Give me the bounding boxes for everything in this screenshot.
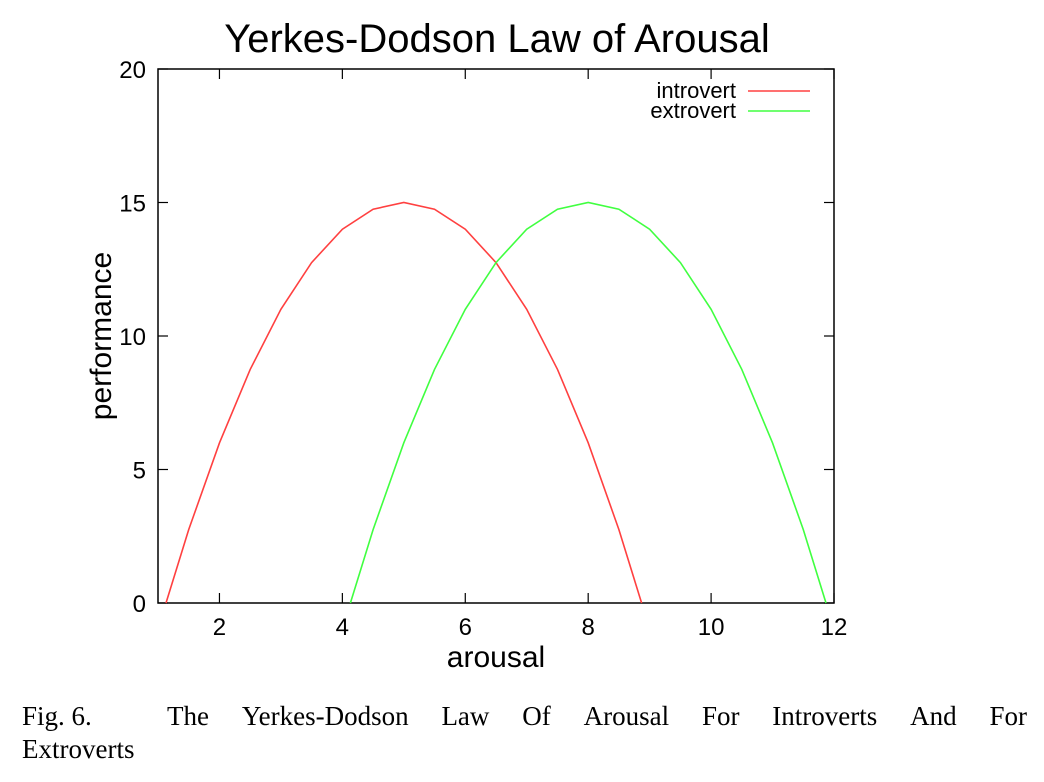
caption-word: For [989, 701, 1027, 731]
y-tick-label: 10 [119, 324, 146, 351]
caption-word: Of [522, 701, 551, 731]
yerkes-dodson-chart: Yerkes-Dodson Law of Arousal 2 4 6 8 10 12 0 5 1… [85, 17, 847, 674]
axis-ticks: 2 4 6 8 10 12 0 5 10 15 20 [119, 57, 847, 641]
x-axis-label: arousal [447, 641, 545, 674]
y-tick-label: 15 [119, 191, 146, 218]
plot-frame [157, 68, 835, 604]
x-tick-label: 6 [459, 614, 472, 641]
caption-line-1: Fig. 6. The Yerkes-Dodson Law Of Arousal For I… [22, 700, 1027, 733]
chart-title: Yerkes-Dodson Law of Arousal [224, 17, 770, 61]
x-tick-label: 10 [698, 614, 725, 641]
series-lines [165, 201, 827, 604]
caption-word: Law [441, 701, 490, 731]
legend-label-introvert: introvert [657, 78, 736, 103]
x-tick-label: 4 [336, 614, 349, 641]
caption-first: Fig. 6. The [22, 700, 209, 733]
caption-word: Yerkes-Dodson [241, 701, 409, 731]
y-tick-label: 5 [133, 458, 146, 485]
x-tick-label: 2 [213, 614, 226, 641]
y-tick-label: 0 [133, 591, 146, 618]
y-axis-label: performance [85, 252, 118, 420]
caption-word: For [701, 701, 740, 731]
caption-word: Introverts [772, 701, 878, 731]
legend-label-extrovert: extrovert [650, 98, 736, 123]
caption-word: And [910, 701, 957, 731]
series-line-extrovert [349, 201, 827, 604]
caption-line-2: Extroverts [22, 734, 135, 764]
series-line-introvert [165, 201, 643, 604]
figure-caption: Fig. 6. The Yerkes-Dodson Law Of Arousal For I… [22, 700, 1027, 766]
x-tick-label: 8 [582, 614, 595, 641]
caption-word: The [167, 701, 209, 731]
caption-word: Arousal [583, 701, 670, 731]
x-tick-label: 12 [821, 614, 848, 641]
caption-figure-label: Fig. 6. [22, 701, 92, 731]
y-tick-label: 20 [119, 57, 146, 84]
